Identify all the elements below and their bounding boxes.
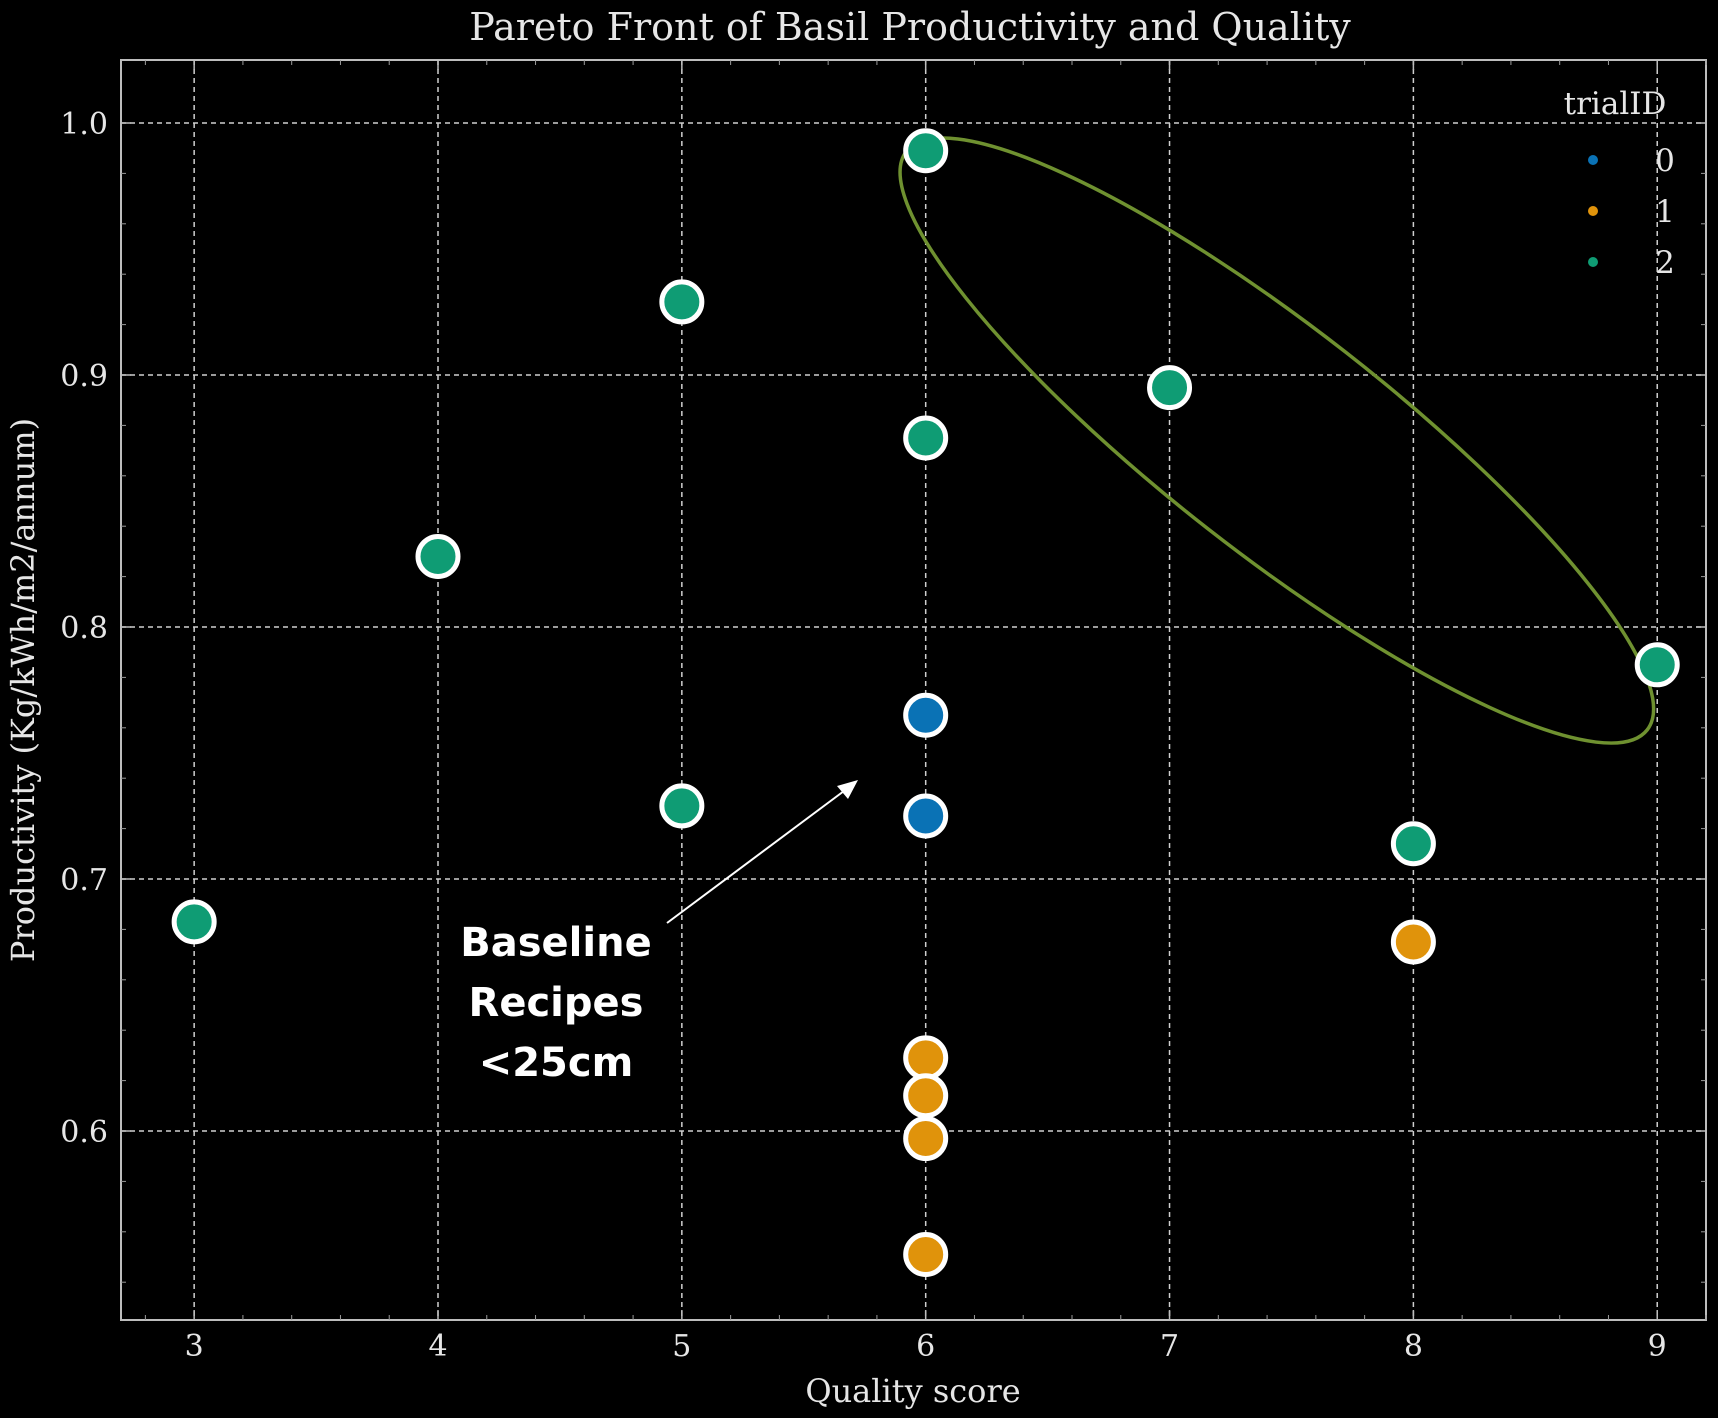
x-tick-label: 6	[916, 1329, 935, 1364]
y-tick-label: 0.9	[60, 359, 108, 394]
legend-marker-0	[1588, 155, 1598, 165]
annotation-text-line-2: Recipes	[469, 980, 644, 1026]
annotation-arrow-head	[837, 780, 858, 799]
annotation-text-line-3: <25cm	[479, 1040, 634, 1086]
point-trial-2	[1634, 642, 1680, 688]
point-trial-2	[1147, 365, 1193, 411]
y-axis-label: Productivity (Kg/kWh/m2/annum)	[4, 418, 42, 962]
legend-title: trialID	[1564, 86, 1667, 122]
x-tick-label: 4	[428, 1329, 447, 1364]
annotation-text-line-1: Baseline	[460, 920, 651, 966]
plot-frame	[120, 59, 1707, 1321]
point-trial-1	[903, 1073, 949, 1119]
x-tick-label: 7	[1160, 1329, 1179, 1364]
point-trial-0	[903, 793, 949, 839]
point-trial-2	[659, 279, 705, 325]
x-tick-label: 5	[672, 1329, 691, 1364]
point-trial-0	[903, 692, 949, 738]
points	[171, 128, 1680, 1277]
x-tick-label: 3	[185, 1329, 204, 1364]
annotation-arrow-line	[666, 787, 849, 924]
legend-marker-2	[1588, 257, 1598, 267]
x-tick-label: 8	[1404, 1329, 1423, 1364]
y-tick-label: 0.7	[60, 863, 108, 898]
point-trial-1	[1390, 919, 1436, 965]
point-trial-2	[415, 533, 461, 579]
y-tick-label: 0.6	[60, 1115, 108, 1150]
legend-label-2: 2	[1655, 245, 1675, 281]
x-axis-label: Quality score	[805, 1372, 1020, 1410]
legend-label-0: 0	[1655, 143, 1675, 179]
annotation-layer: Baseline Recipes <25cm	[460, 780, 858, 1086]
point-trial-2	[903, 128, 949, 174]
point-trial-1	[903, 1116, 949, 1162]
point-trial-2	[1390, 821, 1436, 867]
legend-marker-1	[1588, 206, 1598, 216]
point-trial-1	[903, 1035, 949, 1081]
grid	[121, 60, 1706, 1320]
legend: trialID 0 1 2	[1564, 86, 1675, 281]
chart-title: Pareto Front of Basil Productivity and Q…	[469, 5, 1351, 49]
x-tick-label: 9	[1648, 1329, 1667, 1364]
point-trial-2	[171, 899, 217, 945]
legend-label-1: 1	[1655, 194, 1675, 230]
y-tick-labels: 0.6 0.7 0.8 0.9 1.0	[60, 107, 108, 1150]
legend-entries: 0 1 2	[1588, 143, 1675, 281]
point-trial-2	[659, 783, 705, 829]
point-trial-2	[903, 415, 949, 461]
x-tick-labels: 3 4 5 6 7 8 9	[185, 1329, 1667, 1364]
y-tick-label: 1.0	[60, 107, 108, 142]
y-tick-label: 0.8	[60, 611, 108, 646]
point-trial-1	[903, 1231, 949, 1277]
minor-ticks	[121, 60, 1707, 1320]
